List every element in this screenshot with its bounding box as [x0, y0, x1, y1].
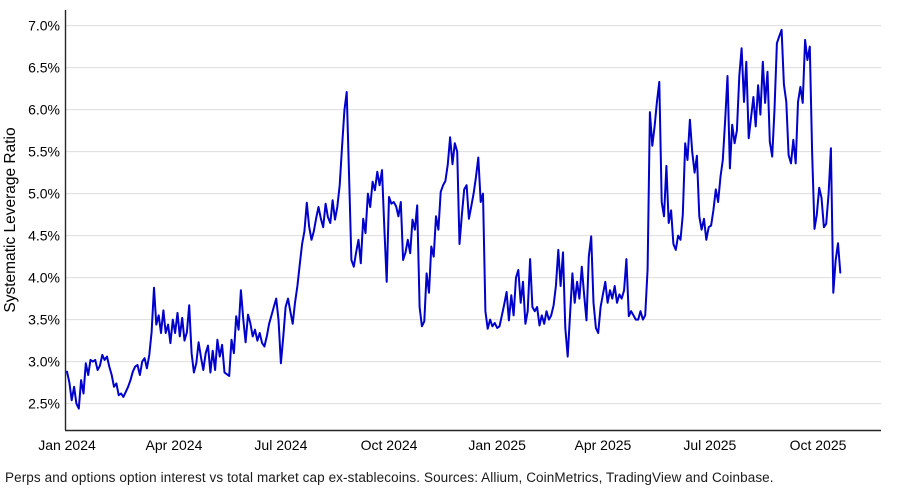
y-tick-label: 5.0%	[28, 186, 60, 202]
y-axis-title: Systematic Leverage Ratio	[2, 127, 19, 312]
y-tick-label: 6.5%	[28, 60, 60, 76]
y-tick-label: 5.5%	[28, 144, 60, 160]
x-tick-label: Jul 2025	[683, 437, 736, 453]
leverage-ratio-line	[66, 28, 842, 410]
x-tick-label: Apr 2025	[575, 437, 632, 453]
y-tick-label: 2.5%	[28, 396, 60, 412]
x-tick-label: Jan 2024	[38, 437, 96, 453]
x-tick-label: Oct 2025	[790, 437, 847, 453]
leverage-ratio-chart: Systematic Leverage Ratio 7.0% 6.5% 6.0% 5.…	[2, 10, 881, 453]
y-tick-label: 3.5%	[28, 312, 60, 328]
x-tick-label: Oct 2024	[361, 437, 418, 453]
y-tick-label: 4.0%	[28, 270, 60, 286]
x-tick-label: Jul 2024	[254, 437, 307, 453]
y-tick-label: 6.0%	[28, 102, 60, 118]
y-tick-label: 7.0%	[28, 18, 60, 34]
line-chart-svg: Systematic Leverage Ratio 7.0% 6.5% 6.0% 5.…	[2, 10, 881, 453]
plot-area: 7.0% 6.5% 6.0% 5.5% 5.0% 4.5% 4.0% 3.5% 3.0% 2.5%…	[28, 10, 881, 453]
x-tick-label: Jan 2025	[468, 437, 526, 453]
chart-caption: Perps and options option interest vs tot…	[5, 470, 774, 485]
x-tick-label: Apr 2024	[146, 437, 203, 453]
y-tick-label: 4.5%	[28, 228, 60, 244]
y-tick-label: 3.0%	[28, 354, 60, 370]
